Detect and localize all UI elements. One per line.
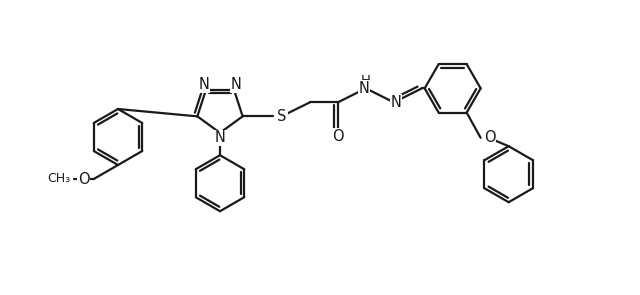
Text: S: S bbox=[278, 109, 287, 124]
Text: CH₃: CH₃ bbox=[47, 173, 70, 186]
Text: N: N bbox=[198, 77, 209, 92]
Text: N: N bbox=[358, 81, 369, 96]
Text: O: O bbox=[332, 129, 344, 144]
Text: O: O bbox=[78, 171, 90, 186]
Text: N: N bbox=[230, 77, 241, 92]
Text: H: H bbox=[361, 74, 371, 87]
Text: N: N bbox=[214, 130, 225, 145]
Text: O: O bbox=[484, 130, 495, 145]
Text: N: N bbox=[390, 95, 401, 110]
